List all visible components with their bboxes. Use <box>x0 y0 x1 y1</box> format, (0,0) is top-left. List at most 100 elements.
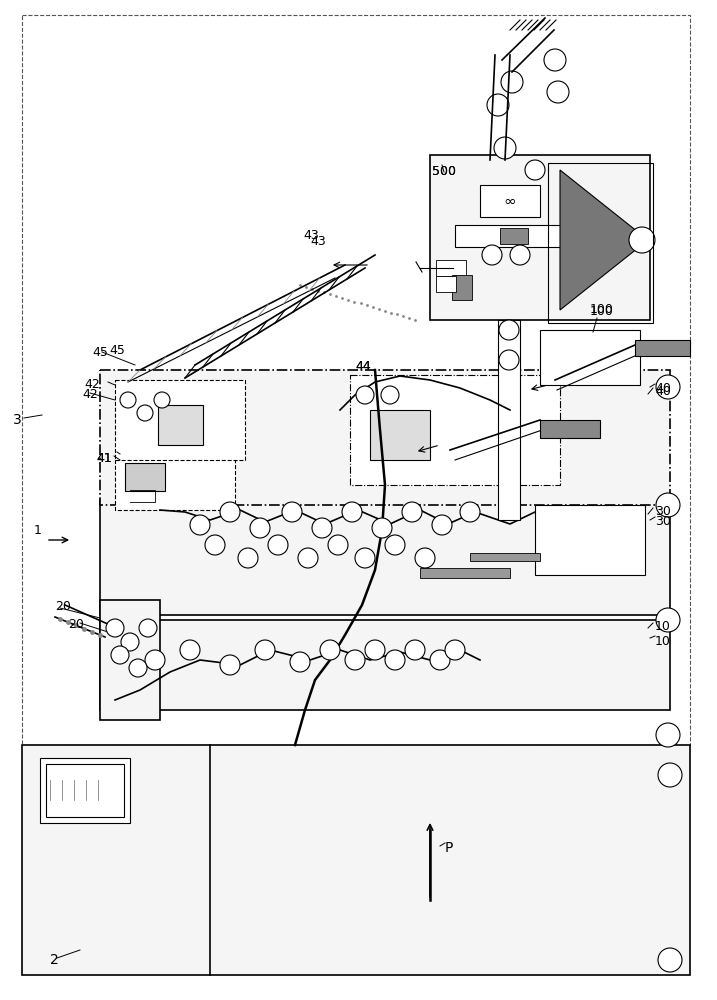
Bar <box>125 463 165 491</box>
Circle shape <box>145 650 165 670</box>
Bar <box>548 163 653 323</box>
Bar <box>470 553 540 561</box>
Text: 40: 40 <box>655 385 671 398</box>
Bar <box>420 568 510 578</box>
Circle shape <box>250 518 270 538</box>
Circle shape <box>320 640 340 660</box>
Circle shape <box>298 548 318 568</box>
Circle shape <box>129 659 147 677</box>
Circle shape <box>290 652 310 672</box>
Polygon shape <box>560 170 648 310</box>
Text: 3: 3 <box>13 413 22 427</box>
Circle shape <box>342 502 362 522</box>
Circle shape <box>656 493 680 517</box>
Bar <box>500 228 528 244</box>
Text: 41: 41 <box>96 452 112 465</box>
Circle shape <box>445 640 465 660</box>
Circle shape <box>385 535 405 555</box>
Bar <box>498 320 520 520</box>
Circle shape <box>111 646 129 664</box>
Circle shape <box>137 405 153 421</box>
Circle shape <box>220 655 240 675</box>
Circle shape <box>432 515 452 535</box>
Circle shape <box>355 548 375 568</box>
Circle shape <box>180 640 200 660</box>
Text: 100: 100 <box>590 303 614 316</box>
Circle shape <box>365 640 385 660</box>
Text: 43: 43 <box>310 235 326 248</box>
Text: 500: 500 <box>432 165 456 178</box>
Circle shape <box>547 81 569 103</box>
Circle shape <box>656 723 680 747</box>
Circle shape <box>494 137 516 159</box>
Circle shape <box>385 650 405 670</box>
Circle shape <box>656 608 680 632</box>
Text: 500: 500 <box>432 165 456 178</box>
Text: 10: 10 <box>655 635 671 648</box>
Circle shape <box>499 350 519 370</box>
Circle shape <box>499 320 519 340</box>
Circle shape <box>430 650 450 670</box>
Bar <box>46 764 124 817</box>
Circle shape <box>120 392 136 408</box>
Bar <box>158 405 203 445</box>
Circle shape <box>381 386 399 404</box>
Circle shape <box>415 548 435 568</box>
Bar <box>40 758 130 823</box>
Circle shape <box>154 392 170 408</box>
Circle shape <box>405 640 425 660</box>
Bar <box>480 185 540 217</box>
Text: 30: 30 <box>655 505 671 518</box>
Text: 100: 100 <box>590 305 614 318</box>
Bar <box>22 15 690 745</box>
Text: 1: 1 <box>34 524 42 536</box>
Circle shape <box>629 227 655 253</box>
Circle shape <box>205 535 225 555</box>
Circle shape <box>525 160 545 180</box>
Text: 42: 42 <box>82 388 98 401</box>
Bar <box>115 455 235 510</box>
Text: 20: 20 <box>55 600 71 613</box>
Bar <box>370 410 430 460</box>
Circle shape <box>501 71 523 93</box>
Bar <box>455 225 625 247</box>
Text: 45: 45 <box>92 346 108 359</box>
Bar <box>452 275 472 300</box>
Text: 10: 10 <box>655 620 671 633</box>
Bar <box>436 276 456 292</box>
Circle shape <box>482 245 502 265</box>
Circle shape <box>282 502 302 522</box>
Text: 40: 40 <box>655 382 671 395</box>
Circle shape <box>658 948 682 972</box>
Bar <box>100 500 670 615</box>
Bar <box>540 330 640 385</box>
Circle shape <box>544 49 566 71</box>
Circle shape <box>220 502 240 522</box>
Text: 41: 41 <box>96 452 112 465</box>
Circle shape <box>656 375 680 399</box>
Circle shape <box>106 619 124 637</box>
Bar <box>100 370 670 505</box>
Text: 42: 42 <box>85 378 100 391</box>
Circle shape <box>460 502 480 522</box>
Circle shape <box>268 535 288 555</box>
Bar <box>635 340 690 356</box>
Text: 44: 44 <box>355 360 371 373</box>
Text: 45: 45 <box>109 344 125 357</box>
Circle shape <box>190 515 210 535</box>
Bar <box>540 420 600 438</box>
Circle shape <box>345 650 365 670</box>
Circle shape <box>312 518 332 538</box>
Circle shape <box>510 245 530 265</box>
Circle shape <box>255 640 275 660</box>
Text: 20: 20 <box>68 618 84 631</box>
Circle shape <box>328 535 348 555</box>
Text: 30: 30 <box>655 515 671 528</box>
Circle shape <box>238 548 258 568</box>
Circle shape <box>402 502 422 522</box>
Bar <box>22 745 690 975</box>
Bar <box>100 620 670 710</box>
Bar <box>115 380 245 460</box>
Bar <box>350 375 560 485</box>
Text: ∞: ∞ <box>503 194 516 209</box>
